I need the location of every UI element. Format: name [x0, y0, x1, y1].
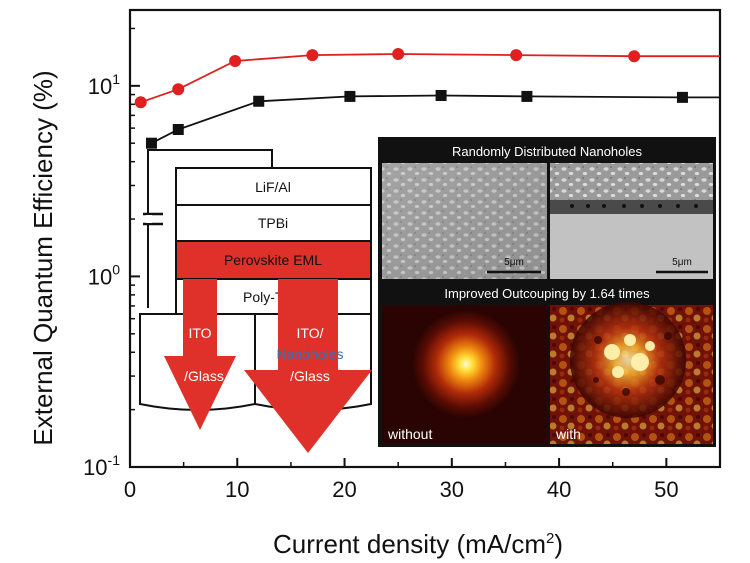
x-tick-label: 40	[547, 477, 571, 502]
y-tick-label: 101	[88, 71, 120, 99]
substrate-left-label-1: ITO	[188, 325, 211, 341]
data-point	[344, 90, 356, 102]
x-tick-label: 20	[332, 477, 356, 502]
inset-panel: Randomly Distributed Nanoholes 5μm 5μm I…	[378, 137, 716, 447]
circuit-wire	[147, 149, 273, 308]
x-axis-title: Current density (mA/cm2)	[273, 529, 563, 559]
x-tick-label: 10	[225, 477, 249, 502]
y-tick-label: 100	[88, 261, 120, 289]
layer-tpbi-label: TPBi	[258, 215, 288, 231]
x-axis-ticks: 0 10 20 30 40 50	[124, 458, 679, 502]
data-point	[229, 55, 242, 68]
label-with: with	[555, 426, 581, 442]
data-point	[435, 89, 447, 101]
scale-label-right: 5μm	[672, 257, 692, 268]
inset-title-bottom: Improved Outcouping by 1.64 times	[444, 286, 650, 301]
layer-perovskite-eml	[175, 240, 372, 280]
plot-border	[128, 8, 722, 469]
layer-lif-al	[175, 167, 372, 206]
plot-frame	[128, 8, 722, 469]
emission-arrow-right	[244, 279, 372, 453]
x-tick-label: 0	[124, 477, 136, 502]
data-point	[253, 95, 265, 107]
series-line	[151, 94, 720, 145]
data-point	[628, 50, 641, 63]
inset-title-top: Randomly Distributed Nanoholes	[452, 144, 643, 159]
layer-tpbi	[175, 204, 372, 242]
substrate-right-label-3: /Glass	[290, 368, 330, 384]
x-axis-title-superscript: 2	[546, 530, 554, 547]
y-axis-ticks: 10-1 100 101	[83, 27, 140, 480]
layer-perovskite-label: Perovskite EML	[224, 252, 322, 268]
data-point	[145, 137, 157, 149]
device-schematic: LiF/Al TPBi Perovskite EML Poly-TPD ITO …	[139, 149, 372, 453]
data-point	[521, 90, 533, 102]
data-point	[134, 96, 147, 109]
series-2	[145, 89, 720, 149]
scale-label-left: 5μm	[504, 257, 524, 268]
x-axis-title-close: )	[554, 529, 563, 559]
x-tick-label: 50	[654, 477, 678, 502]
substrate-right-label-1: ITO/	[297, 325, 324, 341]
series-line	[140, 53, 720, 104]
y-axis-title: External Quantum Efficiency (%)	[28, 70, 58, 445]
y-tick-label: 10-1	[83, 452, 120, 480]
emission-arrow-left	[164, 279, 236, 430]
data-point	[510, 49, 523, 62]
series-1	[134, 47, 720, 109]
data-point	[172, 83, 185, 96]
data-point	[676, 91, 688, 103]
label-without: without	[387, 426, 432, 442]
x-tick-label: 30	[440, 477, 464, 502]
data-point	[172, 124, 184, 136]
substrate-right-label-2: Nanoholes	[277, 346, 344, 362]
layer-lif-al-label: LiF/Al	[255, 179, 291, 195]
substrate-left-label-2: /Glass	[184, 368, 224, 384]
series-layer	[134, 47, 720, 149]
data-point	[392, 47, 405, 60]
data-point	[306, 49, 319, 62]
